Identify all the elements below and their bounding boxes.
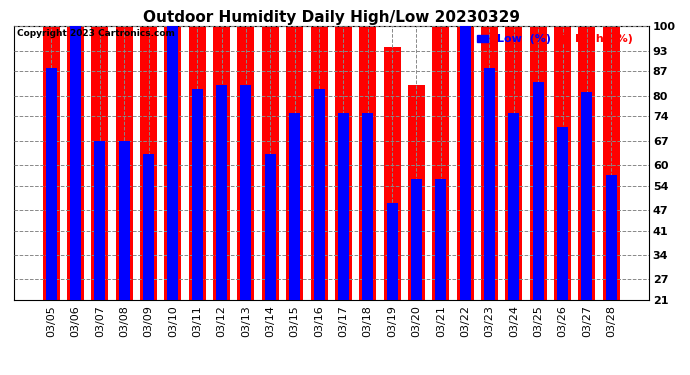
Bar: [265, 154, 276, 300]
Bar: [602, 0, 620, 300]
Bar: [164, 0, 181, 300]
Bar: [408, 85, 425, 300]
Bar: [432, 0, 449, 300]
Bar: [533, 82, 544, 300]
Bar: [606, 175, 617, 300]
Bar: [460, 20, 471, 300]
Bar: [359, 0, 376, 300]
Bar: [435, 179, 446, 300]
Bar: [411, 179, 422, 300]
Bar: [509, 113, 520, 300]
Bar: [262, 9, 279, 300]
Bar: [168, 0, 179, 300]
Bar: [286, 0, 303, 300]
Bar: [289, 113, 300, 300]
Bar: [310, 0, 328, 300]
Bar: [554, 0, 571, 300]
Bar: [557, 127, 568, 300]
Bar: [189, 0, 206, 300]
Bar: [143, 154, 154, 300]
Bar: [216, 85, 227, 300]
Bar: [91, 0, 108, 300]
Bar: [119, 141, 130, 300]
Bar: [46, 68, 57, 300]
Bar: [241, 85, 251, 300]
Bar: [484, 68, 495, 300]
Text: Copyright 2023 Cartronics.com: Copyright 2023 Cartronics.com: [17, 29, 175, 38]
Bar: [505, 0, 522, 300]
Bar: [530, 0, 546, 300]
Bar: [237, 0, 255, 300]
Bar: [384, 47, 401, 300]
Bar: [386, 203, 397, 300]
Bar: [578, 0, 595, 300]
Bar: [70, 16, 81, 300]
Title: Outdoor Humidity Daily High/Low 20230329: Outdoor Humidity Daily High/Low 20230329: [143, 10, 520, 25]
Bar: [338, 113, 349, 300]
Bar: [116, 0, 132, 300]
Bar: [481, 0, 498, 300]
Bar: [582, 92, 592, 300]
Bar: [95, 141, 106, 300]
Bar: [362, 113, 373, 300]
Legend: Low  (%), High  (%): Low (%), High (%): [476, 33, 633, 45]
Bar: [335, 0, 352, 300]
Bar: [140, 0, 157, 300]
Bar: [457, 0, 473, 300]
Bar: [67, 0, 84, 300]
Bar: [192, 88, 203, 300]
Bar: [313, 88, 324, 300]
Bar: [213, 0, 230, 300]
Bar: [43, 0, 60, 300]
